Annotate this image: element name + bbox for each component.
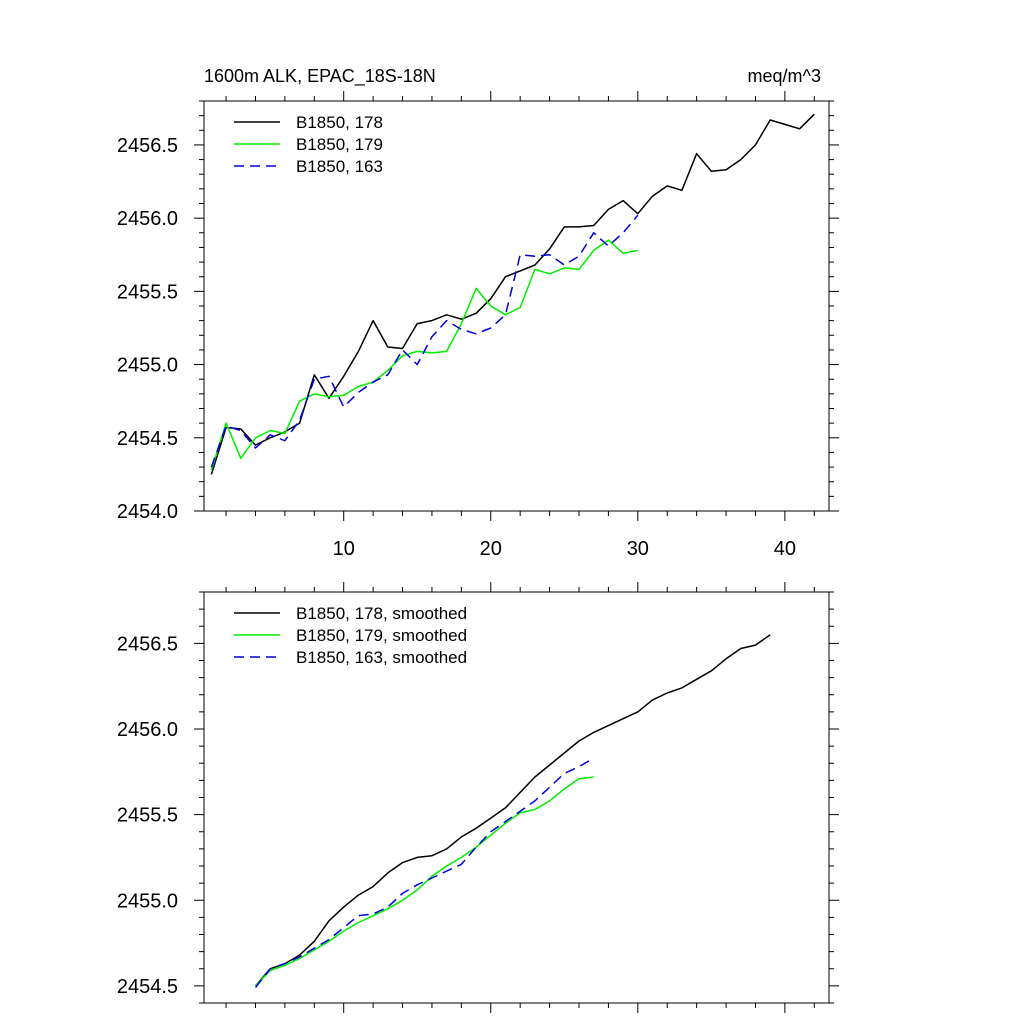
chart-units: meq/m^3 (748, 66, 821, 86)
legend-label: B1850, 179 (296, 135, 383, 154)
legend-label: B1850, 163, smoothed (296, 648, 467, 667)
x-tick-label: 10 (333, 538, 355, 560)
y-tick-label: 2456.0 (117, 719, 178, 741)
series-line-2 (254, 776, 594, 987)
x-tick-label: 40 (774, 538, 796, 560)
series-line-1 (254, 634, 771, 987)
chart-panel-1: 10 20 30 40 2454.0 2454.5 2455.0 2455.5 2456.0 24… (117, 66, 839, 560)
series-group (254, 634, 771, 989)
y-tick-label: 2455.0 (117, 890, 178, 912)
x-tick-label: 20 (480, 538, 502, 560)
chart-title: 1600m ALK, EPAC_18S-18N (204, 66, 436, 87)
y-tick-label: 2455.5 (117, 805, 178, 827)
chart-panel-2: 2454.5 2455.0 2455.5 2456.0 2456.5 B1850, 178… (117, 582, 839, 1013)
y-tick-label: 2454.0 (117, 501, 178, 523)
y-tick-label: 2456.5 (117, 135, 178, 157)
legend-label: B1850, 179, smoothed (296, 626, 467, 645)
legend: B1850, 178 B1850, 179 B1850, 163 (234, 113, 383, 176)
legend-label: B1850, 178, smoothed (296, 604, 467, 623)
y-tick-label: 2454.5 (117, 976, 178, 998)
x-tick-label: 30 (627, 538, 649, 560)
series-line-3 (254, 757, 595, 989)
y-tick-label: 2454.5 (117, 428, 178, 450)
y-tick-label: 2455.0 (117, 355, 178, 377)
y-tick-label: 2456.0 (117, 208, 178, 230)
y-tick-label: 2456.5 (117, 633, 178, 655)
series-line-3 (210, 214, 639, 468)
y-tick-label: 2455.5 (117, 281, 178, 303)
series-line-1 (210, 113, 815, 475)
legend: B1850, 178, smoothed B1850, 179, smoothed… (234, 604, 467, 667)
legend-label: B1850, 178 (296, 113, 383, 132)
series-group (210, 113, 815, 475)
legend-label: B1850, 163 (296, 157, 383, 176)
